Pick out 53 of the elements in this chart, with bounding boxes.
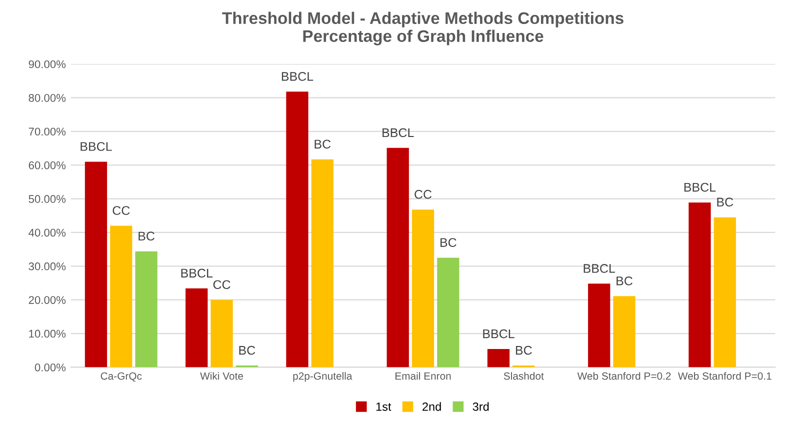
bar: [186, 288, 208, 368]
y-tick-label: 0.00%: [34, 363, 66, 372]
bar: [110, 226, 132, 368]
data-label: BBCL: [382, 128, 414, 138]
y-tick-label: 30.00%: [28, 262, 66, 270]
data-label: CC: [414, 190, 432, 199]
bar: [135, 251, 158, 368]
y-tick-label: 60.00%: [28, 161, 66, 170]
x-tick-label: Web Stanford P=0.2: [577, 372, 671, 380]
bar: [437, 258, 460, 368]
data-label: BBCL: [684, 182, 716, 192]
data-label: CC: [213, 280, 230, 290]
x-tick-label: p2p-Gnutella: [293, 372, 352, 382]
data-label: BBCL: [483, 329, 514, 338]
bar: [688, 202, 711, 368]
data-label: CC: [112, 206, 130, 215]
chart-title: Threshold Model - Adaptive Methods Competitions Percentage of Graph Influence: [222, 12, 624, 46]
y-tick-label: 90.00%: [28, 60, 66, 68]
y-tick-label: 40.00%: [28, 228, 66, 237]
x-tick-label: Wiki Vote: [200, 372, 244, 380]
data-label: BC: [440, 238, 456, 247]
data-label: BC: [616, 276, 632, 286]
data-label: BBCL: [80, 142, 112, 151]
bar: [386, 148, 409, 368]
data-label: BC: [516, 346, 532, 355]
bar: [84, 162, 108, 368]
data-label: BBCL: [584, 264, 616, 273]
bar: [487, 349, 510, 368]
y-tick-label: 70.00%: [28, 128, 66, 136]
data-label: BC: [239, 346, 256, 355]
legend-label: 1st: [376, 402, 392, 411]
y-tick-label: 20.00%: [28, 296, 66, 304]
legend-label: 3rd: [472, 402, 489, 411]
bar: [613, 296, 636, 368]
x-tick-label: Email Enron: [396, 372, 451, 380]
data-label: BBCL: [282, 72, 314, 81]
y-tick-label: 10.00%: [29, 330, 66, 338]
legend-label: 2nd: [422, 402, 441, 411]
bar: [311, 159, 334, 368]
y-tick-label: 80.00%: [28, 94, 66, 102]
data-label: BC: [314, 140, 331, 149]
data-label: BC: [138, 232, 155, 241]
data-label: BBCL: [181, 268, 213, 278]
y-tick-label: 50.00%: [28, 195, 66, 203]
bar: [412, 210, 434, 368]
x-tick-label: Web Stanford P=0.1: [678, 372, 772, 380]
x-tick-label: Ca-GrQc: [100, 372, 142, 382]
bar: [714, 217, 736, 368]
bar: [286, 92, 308, 368]
x-tick-label: Slashdot: [504, 372, 544, 380]
bar: [588, 284, 610, 368]
data-label: BC: [717, 198, 734, 207]
bar: [210, 300, 233, 368]
